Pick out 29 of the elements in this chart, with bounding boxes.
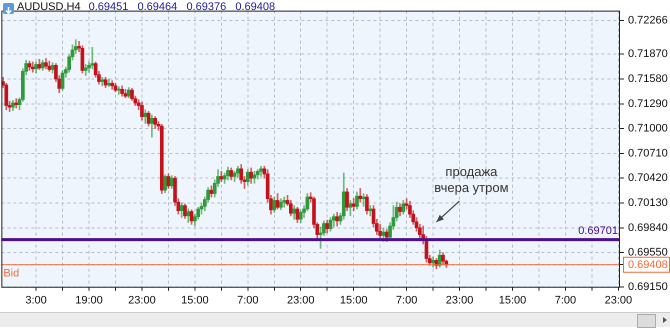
y-tick-label: 0.70710: [628, 147, 668, 160]
x-tick-label: 15:00: [498, 294, 526, 306]
x-tick-label: 7:00: [237, 294, 259, 306]
y-tick-label: 0.69550: [628, 246, 668, 259]
y-tick-label: 0.69150: [628, 280, 668, 293]
x-tick-label: 23:00: [604, 294, 632, 306]
y-tick-label: 0.69408: [628, 258, 668, 271]
y-tick-label: 0.71000: [628, 122, 668, 135]
ref-line-label: 0.69701: [578, 225, 618, 238]
x-tick-label: 23:00: [128, 294, 156, 306]
x-tick-label: 23:00: [286, 294, 315, 306]
x-tick-label: 15:00: [181, 294, 209, 306]
ref-line-label: Bid: [3, 267, 20, 280]
x-tick-label: 23:00: [446, 294, 474, 306]
chart-title: AUDUSD,H4: [17, 1, 81, 13]
y-tick-label: 0.69840: [628, 222, 668, 234]
x-tick-label: 3:00: [25, 294, 47, 306]
x-tick-label: 15:00: [340, 294, 368, 306]
y-tick-label: 0.71290: [628, 98, 668, 110]
y-tick-label: 0.71580: [628, 73, 668, 86]
y-tick-label: 0.72266: [628, 14, 668, 26]
y-tick-label: 0.71870: [628, 48, 668, 60]
x-tick-label: 7:00: [554, 294, 576, 306]
x-tick-label: 7:00: [396, 294, 418, 306]
y-tick-label: 0.70420: [628, 172, 668, 184]
x-tick-label: 19:00: [75, 294, 103, 306]
y-tick-label: 0.70130: [628, 197, 668, 210]
annotation: продажа вчера утром: [434, 164, 509, 196]
chart-subtitle: 0.69451 0.69464 0.69376 0.69408: [88, 1, 276, 13]
